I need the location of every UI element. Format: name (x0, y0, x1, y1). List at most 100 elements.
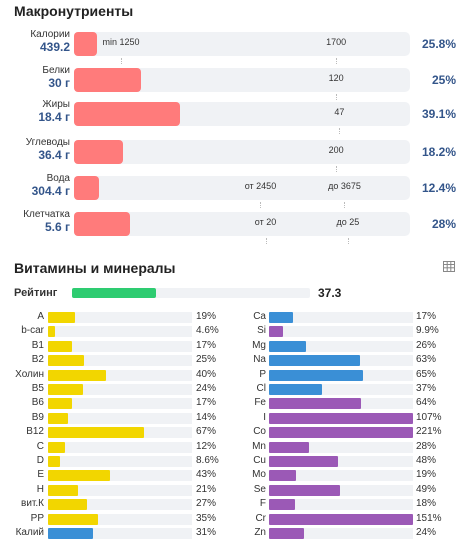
nutrient-label: b-car (21, 325, 44, 337)
nutrient-label: Mg (252, 339, 266, 351)
nutrient-percent: 17% (416, 311, 437, 322)
nutrient-label: Ca (253, 311, 266, 322)
nutrient-bar-fill (48, 528, 93, 539)
nutrient-label: Fe (254, 397, 266, 409)
nutrient-label: Se (253, 483, 266, 495)
nutrient-bar-fill (269, 326, 283, 338)
macro-row: Белки 30 г 120 25% (0, 65, 460, 103)
nutrient-bar-track (269, 340, 413, 352)
nutrient-bar-track (269, 441, 413, 453)
nutrient-label: P (259, 368, 266, 380)
nutrient-percent: 25% (196, 354, 217, 366)
nutrient-label: Cr (255, 512, 266, 524)
nutrient-label: B12 (26, 426, 44, 438)
macro-target-mark: до 25 (336, 217, 360, 227)
nutrient-bar-track (48, 470, 192, 482)
macro-amount: 36.4 г (38, 148, 70, 162)
macro-amount: 304.4 г (31, 184, 70, 198)
macro-target-mark: 47 (334, 107, 345, 117)
macro-bar-fill (74, 212, 130, 236)
macro-bar-fill (74, 140, 123, 164)
nutrient-percent: 17% (196, 397, 217, 409)
macro-percent: 25.8% (421, 37, 456, 51)
macro-name: Клетчатка (23, 209, 70, 220)
macro-row: Вода 304.4 г от 2450 до 3675 12.4% (0, 173, 460, 211)
nutrient-percent: 9.9% (416, 325, 439, 337)
nutrient-bar-track (48, 326, 192, 338)
nutrient-label: Na (253, 354, 266, 366)
nutrient-bar-fill (48, 355, 84, 367)
macro-amount: 18.4 г (38, 110, 70, 124)
nutrient-bar-track (48, 398, 192, 410)
macro-target-tick (336, 166, 337, 172)
nutrient-percent: 14% (196, 411, 217, 423)
nutrient-bar-track (269, 528, 413, 539)
nutrient-percent: 12% (196, 440, 217, 452)
nutrient-bar-track (48, 484, 192, 496)
rating-value: 37.3 (318, 286, 342, 300)
nutrient-bar-fill (48, 456, 60, 467)
nutrient-bar-fill (48, 427, 144, 439)
macro-target-mark: от 2450 (244, 181, 277, 191)
nutrient-percent: 31% (196, 527, 217, 538)
nutrient-bar-track (48, 441, 192, 453)
nutrient-bar-fill (48, 470, 110, 482)
nutrient-bar-fill (269, 441, 309, 453)
nutrient-label: Калий (15, 527, 44, 538)
nutrient-bar-track (48, 355, 192, 367)
nutrient-label: Si (257, 325, 266, 337)
nutrient-percent: 19% (416, 469, 437, 481)
nutrient-label: B6 (31, 397, 44, 409)
macro-target-mark: 120 (328, 73, 344, 83)
macro-amount: 5.6 г (44, 220, 70, 234)
macro-name: Жиры (42, 99, 70, 110)
macro-percent: 18.2% (421, 145, 456, 159)
macro-target-mark: 1700 (326, 37, 347, 47)
macro-target-mark: 200 (328, 145, 344, 155)
nutrient-percent: 107% (416, 411, 442, 423)
nutrient-percent: 64% (416, 397, 437, 409)
nutrient-bar-track (269, 484, 413, 496)
nutrient-label: Mn (252, 440, 266, 452)
nutrient-bar-fill (48, 499, 87, 511)
nutrient-label: Co (253, 426, 266, 438)
nutrient-bar-fill (48, 398, 72, 410)
nutrient-percent: 28% (416, 440, 437, 452)
nutrient-bar-fill (269, 427, 413, 439)
nutrient-bar-fill (269, 312, 293, 323)
macro-bar-track (74, 32, 410, 56)
nutrient-percent: 27% (196, 498, 217, 510)
nutrient-bar-fill (48, 484, 78, 496)
nutrient-label: B2 (31, 354, 44, 366)
nutrient-percent: 151% (416, 512, 442, 524)
nutrient-label: PP (30, 512, 44, 524)
nutrient-percent: 48% (416, 455, 437, 466)
nutrient-percent: 40% (196, 368, 217, 380)
rating-label: Рейтинг (14, 287, 58, 299)
nutrient-label: H (36, 483, 44, 495)
nutrient-bar-fill (269, 412, 413, 424)
nutrient-label: Холин (15, 368, 44, 380)
macro-target-tick (336, 94, 337, 100)
nutrient-percent: 43% (196, 469, 217, 481)
nutrient-bar-fill (269, 470, 296, 482)
nutrient-label: D (36, 455, 44, 466)
nutrient-bar-fill (269, 355, 360, 367)
macro-row: Калории 439.2 min 1250 1700 25.8% (0, 29, 460, 67)
nutrient-bar-fill (48, 513, 98, 525)
vitamins-minerals-title: Витамины и минералы (14, 260, 176, 276)
nutrient-bar-track (48, 456, 192, 467)
macro-percent: 39.1% (421, 107, 456, 121)
table-icon[interactable] (443, 261, 455, 272)
nutrient-label: B5 (31, 383, 44, 394)
macronutrients-title: Макронутриенты (14, 3, 134, 19)
macro-target-tick (121, 58, 122, 64)
macro-bar-track (74, 212, 410, 236)
macro-row: Жиры 18.4 г 47 39.1% (0, 99, 460, 137)
nutrient-bar-fill (269, 513, 413, 525)
nutrient-label: C (36, 440, 44, 452)
nutrient-percent: 67% (196, 426, 217, 438)
macro-bar-track (74, 140, 410, 164)
nutrient-bar-track (269, 499, 413, 511)
nutrient-bar-track (48, 412, 192, 424)
